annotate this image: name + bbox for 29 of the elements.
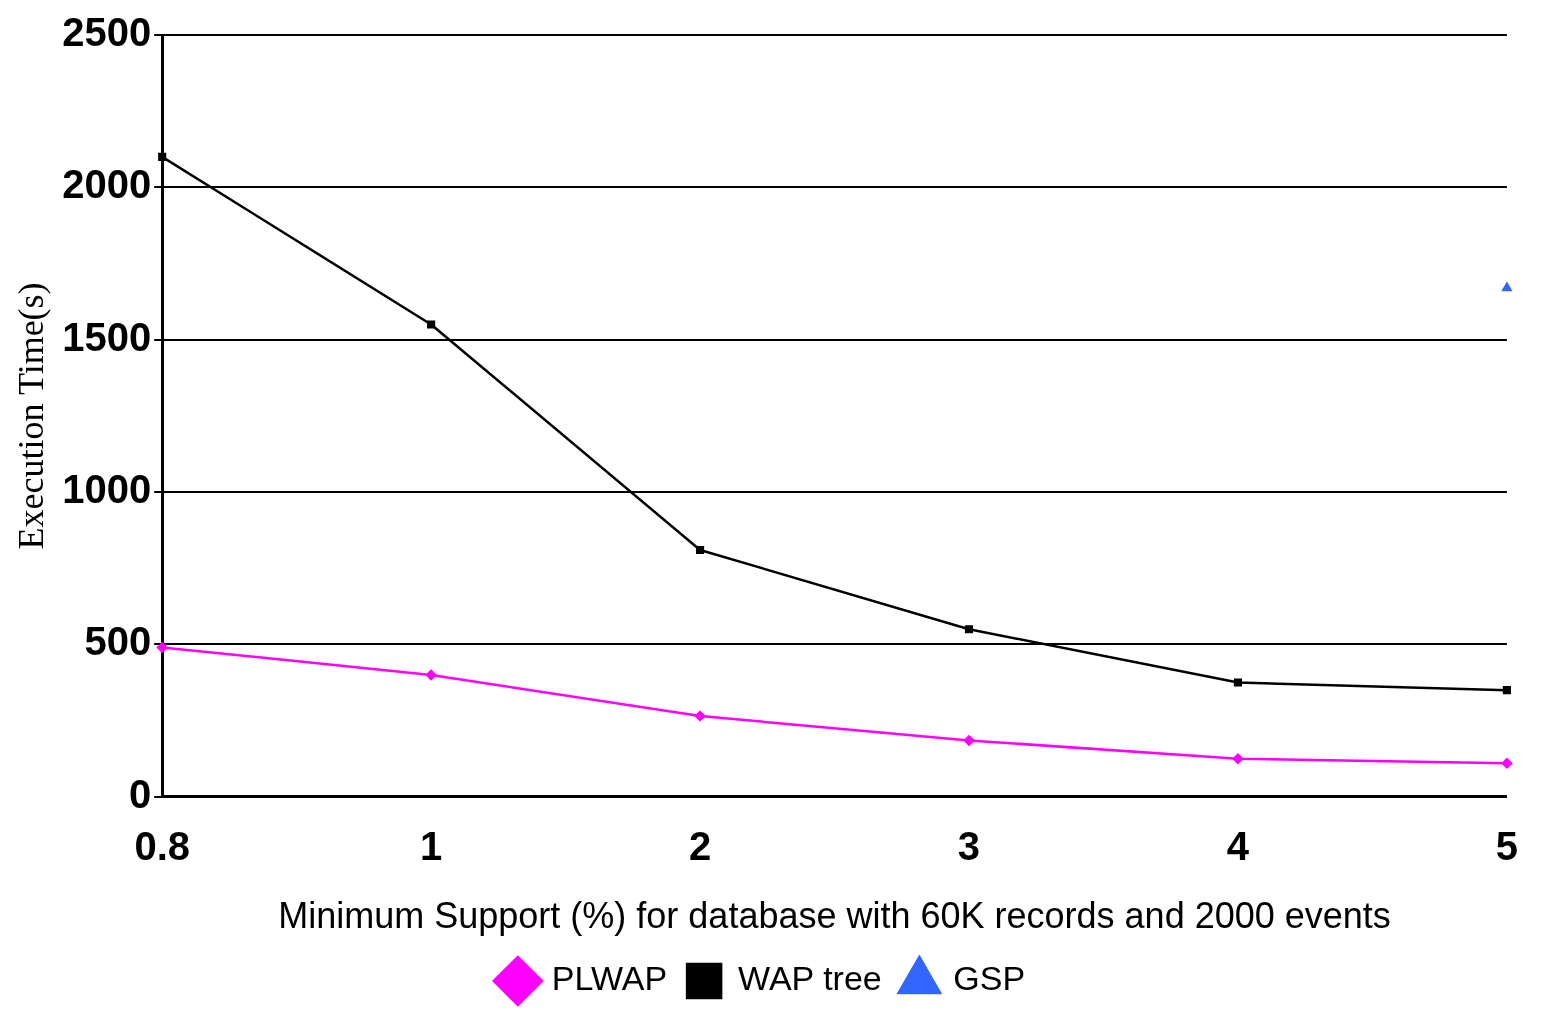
point (427, 320, 436, 329)
point (1502, 686, 1511, 695)
x-axis-title: Minimum Support (%) for database with 60K records and 2000 events (278, 895, 1391, 937)
legend-label: PLWAP (551, 959, 668, 998)
x-tick-label: 1 (420, 823, 443, 868)
legend-label: GSP (953, 959, 1026, 998)
y-tick-label: 1500 (62, 314, 152, 359)
point (1502, 282, 1512, 292)
x-tick-label: 0.8 (134, 823, 190, 868)
y-tick-label: 2000 (62, 162, 152, 207)
x-tick-label: 3 (957, 823, 981, 868)
point (694, 710, 706, 722)
x-tick-label: 2 (688, 823, 712, 868)
y-tick-label: 2500 (62, 10, 152, 55)
x-tick-label: 5 (1495, 823, 1518, 868)
y-tick-label: 1000 (62, 467, 152, 512)
point (425, 669, 437, 681)
legend-label: WAP tree (738, 959, 882, 998)
point (1233, 678, 1243, 687)
y-axis-title: Execution Time(s) (11, 282, 52, 550)
point (963, 735, 975, 746)
point (695, 545, 705, 555)
point (1232, 753, 1244, 764)
point (964, 625, 974, 634)
point (158, 152, 167, 161)
point (1501, 758, 1513, 769)
y-tick-label: 0 (128, 771, 152, 816)
y-tick-label: 500 (84, 619, 152, 664)
x-tick-label: 4 (1226, 823, 1250, 868)
